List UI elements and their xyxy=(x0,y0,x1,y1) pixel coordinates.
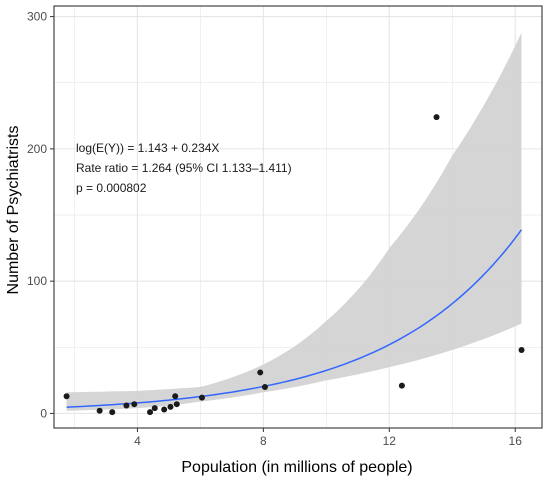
data-point xyxy=(398,382,405,389)
data-point xyxy=(518,346,525,353)
data-point xyxy=(109,409,116,416)
data-point xyxy=(161,406,168,413)
y-tick-label: 300 xyxy=(27,10,47,24)
data-point xyxy=(172,393,179,400)
confidence-band xyxy=(66,32,522,411)
x-tick-label: 12 xyxy=(383,434,397,448)
annotation-p-value: p = 0.000802 xyxy=(76,181,147,195)
data-point xyxy=(433,114,440,121)
y-axis-title: Number of Psychiatrists xyxy=(5,126,22,295)
annotation-equation: log(E(Y)) = 1.143 + 0.234X xyxy=(76,141,219,155)
data-point xyxy=(257,369,264,376)
data-point xyxy=(123,402,130,409)
data-point xyxy=(96,407,103,414)
fit-line-group xyxy=(66,229,523,408)
data-point xyxy=(151,405,158,412)
annotation-rate-ratio: Rate ratio = 1.264 (95% CI 1.133–1.411) xyxy=(76,161,292,175)
panel-border xyxy=(53,5,543,429)
x-tick-label: 8 xyxy=(260,434,267,448)
x-axis: 4 8 12 16 xyxy=(134,428,522,448)
data-point xyxy=(167,403,174,410)
data-points xyxy=(63,114,525,416)
annotations: log(E(Y)) = 1.143 + 0.234X Rate ratio = … xyxy=(76,141,292,195)
data-point xyxy=(147,409,154,416)
data-point xyxy=(63,393,70,400)
x-tick-label: 16 xyxy=(509,434,523,448)
y-axis: 0 100 200 300 xyxy=(27,10,54,420)
y-tick-label: 100 xyxy=(27,274,47,288)
confidence-band-area xyxy=(66,32,522,411)
y-tick-label: 0 xyxy=(40,406,47,420)
data-point xyxy=(173,401,180,408)
x-tick-label: 4 xyxy=(134,434,141,448)
fit-line xyxy=(66,229,523,408)
data-point xyxy=(261,383,268,390)
data-point xyxy=(198,394,205,401)
x-axis-title: Population (in millions of people) xyxy=(181,459,412,476)
y-tick-label: 200 xyxy=(27,142,47,156)
data-point xyxy=(131,401,138,408)
